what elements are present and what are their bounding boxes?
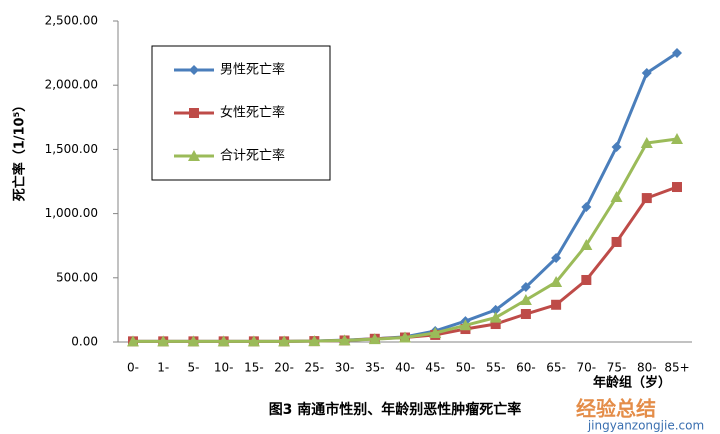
marker <box>581 202 592 213</box>
x-tick-label: 55- <box>486 361 506 375</box>
marker <box>247 335 260 347</box>
x-tick-label: 70- <box>577 361 597 375</box>
x-tick-label: 20- <box>274 361 294 375</box>
marker <box>368 333 381 345</box>
x-tick-label: 1- <box>157 361 169 375</box>
marker <box>580 239 593 251</box>
marker <box>641 193 652 204</box>
marker <box>399 331 411 343</box>
watermark-url: jingyanzongjie.com <box>587 419 704 433</box>
y-tick-label: 500.00 <box>56 270 98 284</box>
chart-title: 图3 南通市性别、年龄别恶性肿瘤死亡率 <box>269 401 522 418</box>
marker <box>551 299 562 310</box>
marker <box>127 335 139 347</box>
legend-label: 男性死亡率 <box>220 62 285 78</box>
x-tick-label: 65- <box>546 361 566 375</box>
x-tick-label: 85+ <box>664 361 689 375</box>
marker <box>520 309 531 320</box>
legend-label: 合计死亡率 <box>220 148 285 164</box>
marker <box>551 253 562 264</box>
x-tick-label: 25- <box>305 361 325 375</box>
marker <box>550 276 563 288</box>
legend-label: 女性死亡率 <box>220 105 285 121</box>
x-tick-label: 0- <box>127 361 139 375</box>
x-tick-label: 40- <box>395 361 415 375</box>
marker <box>189 108 199 118</box>
marker <box>187 335 200 347</box>
marker <box>519 294 532 306</box>
marker <box>217 335 230 347</box>
marker <box>278 335 291 347</box>
marker <box>520 282 531 293</box>
marker <box>189 65 199 75</box>
marker <box>672 47 682 58</box>
marker <box>640 136 653 148</box>
x-tick-label: 15- <box>244 361 264 375</box>
x-tick-label: 5- <box>187 361 199 375</box>
y-tick-label: 1,500.00 <box>45 142 98 156</box>
marker <box>188 150 200 161</box>
x-tick-label: 60- <box>516 361 536 375</box>
marker <box>672 182 682 193</box>
x-tick-label: 10- <box>214 361 234 375</box>
x-tick-label: 35- <box>365 361 385 375</box>
marker <box>671 132 683 144</box>
marker <box>610 191 623 203</box>
marker <box>581 274 592 285</box>
marker <box>338 334 351 346</box>
x-tick-label: 30- <box>335 361 355 375</box>
x-tick-label: 50- <box>456 361 476 375</box>
marker <box>611 236 622 247</box>
y-tick-label: 2,500.00 <box>45 14 98 28</box>
marker <box>489 311 502 323</box>
marker <box>459 319 472 331</box>
x-tick-label: 75- <box>607 361 627 375</box>
marker <box>429 327 442 339</box>
marker <box>157 335 170 347</box>
marker <box>611 141 622 152</box>
y-tick-label: 0.00 <box>71 335 98 349</box>
y-tick-label: 1,000.00 <box>45 206 98 220</box>
y-axis-label: 死亡率（1/10⁵） <box>12 99 28 202</box>
x-axis-label: 年龄组（岁） <box>593 375 671 391</box>
y-tick-label: 2,000.00 <box>45 78 98 92</box>
x-tick-label: 45- <box>425 361 445 375</box>
watermark-brand: 经验总结 <box>576 397 656 421</box>
marker <box>641 68 652 79</box>
marker <box>490 319 501 330</box>
marker <box>308 335 321 347</box>
marker <box>490 304 501 315</box>
x-tick-label: 80- <box>637 361 657 375</box>
